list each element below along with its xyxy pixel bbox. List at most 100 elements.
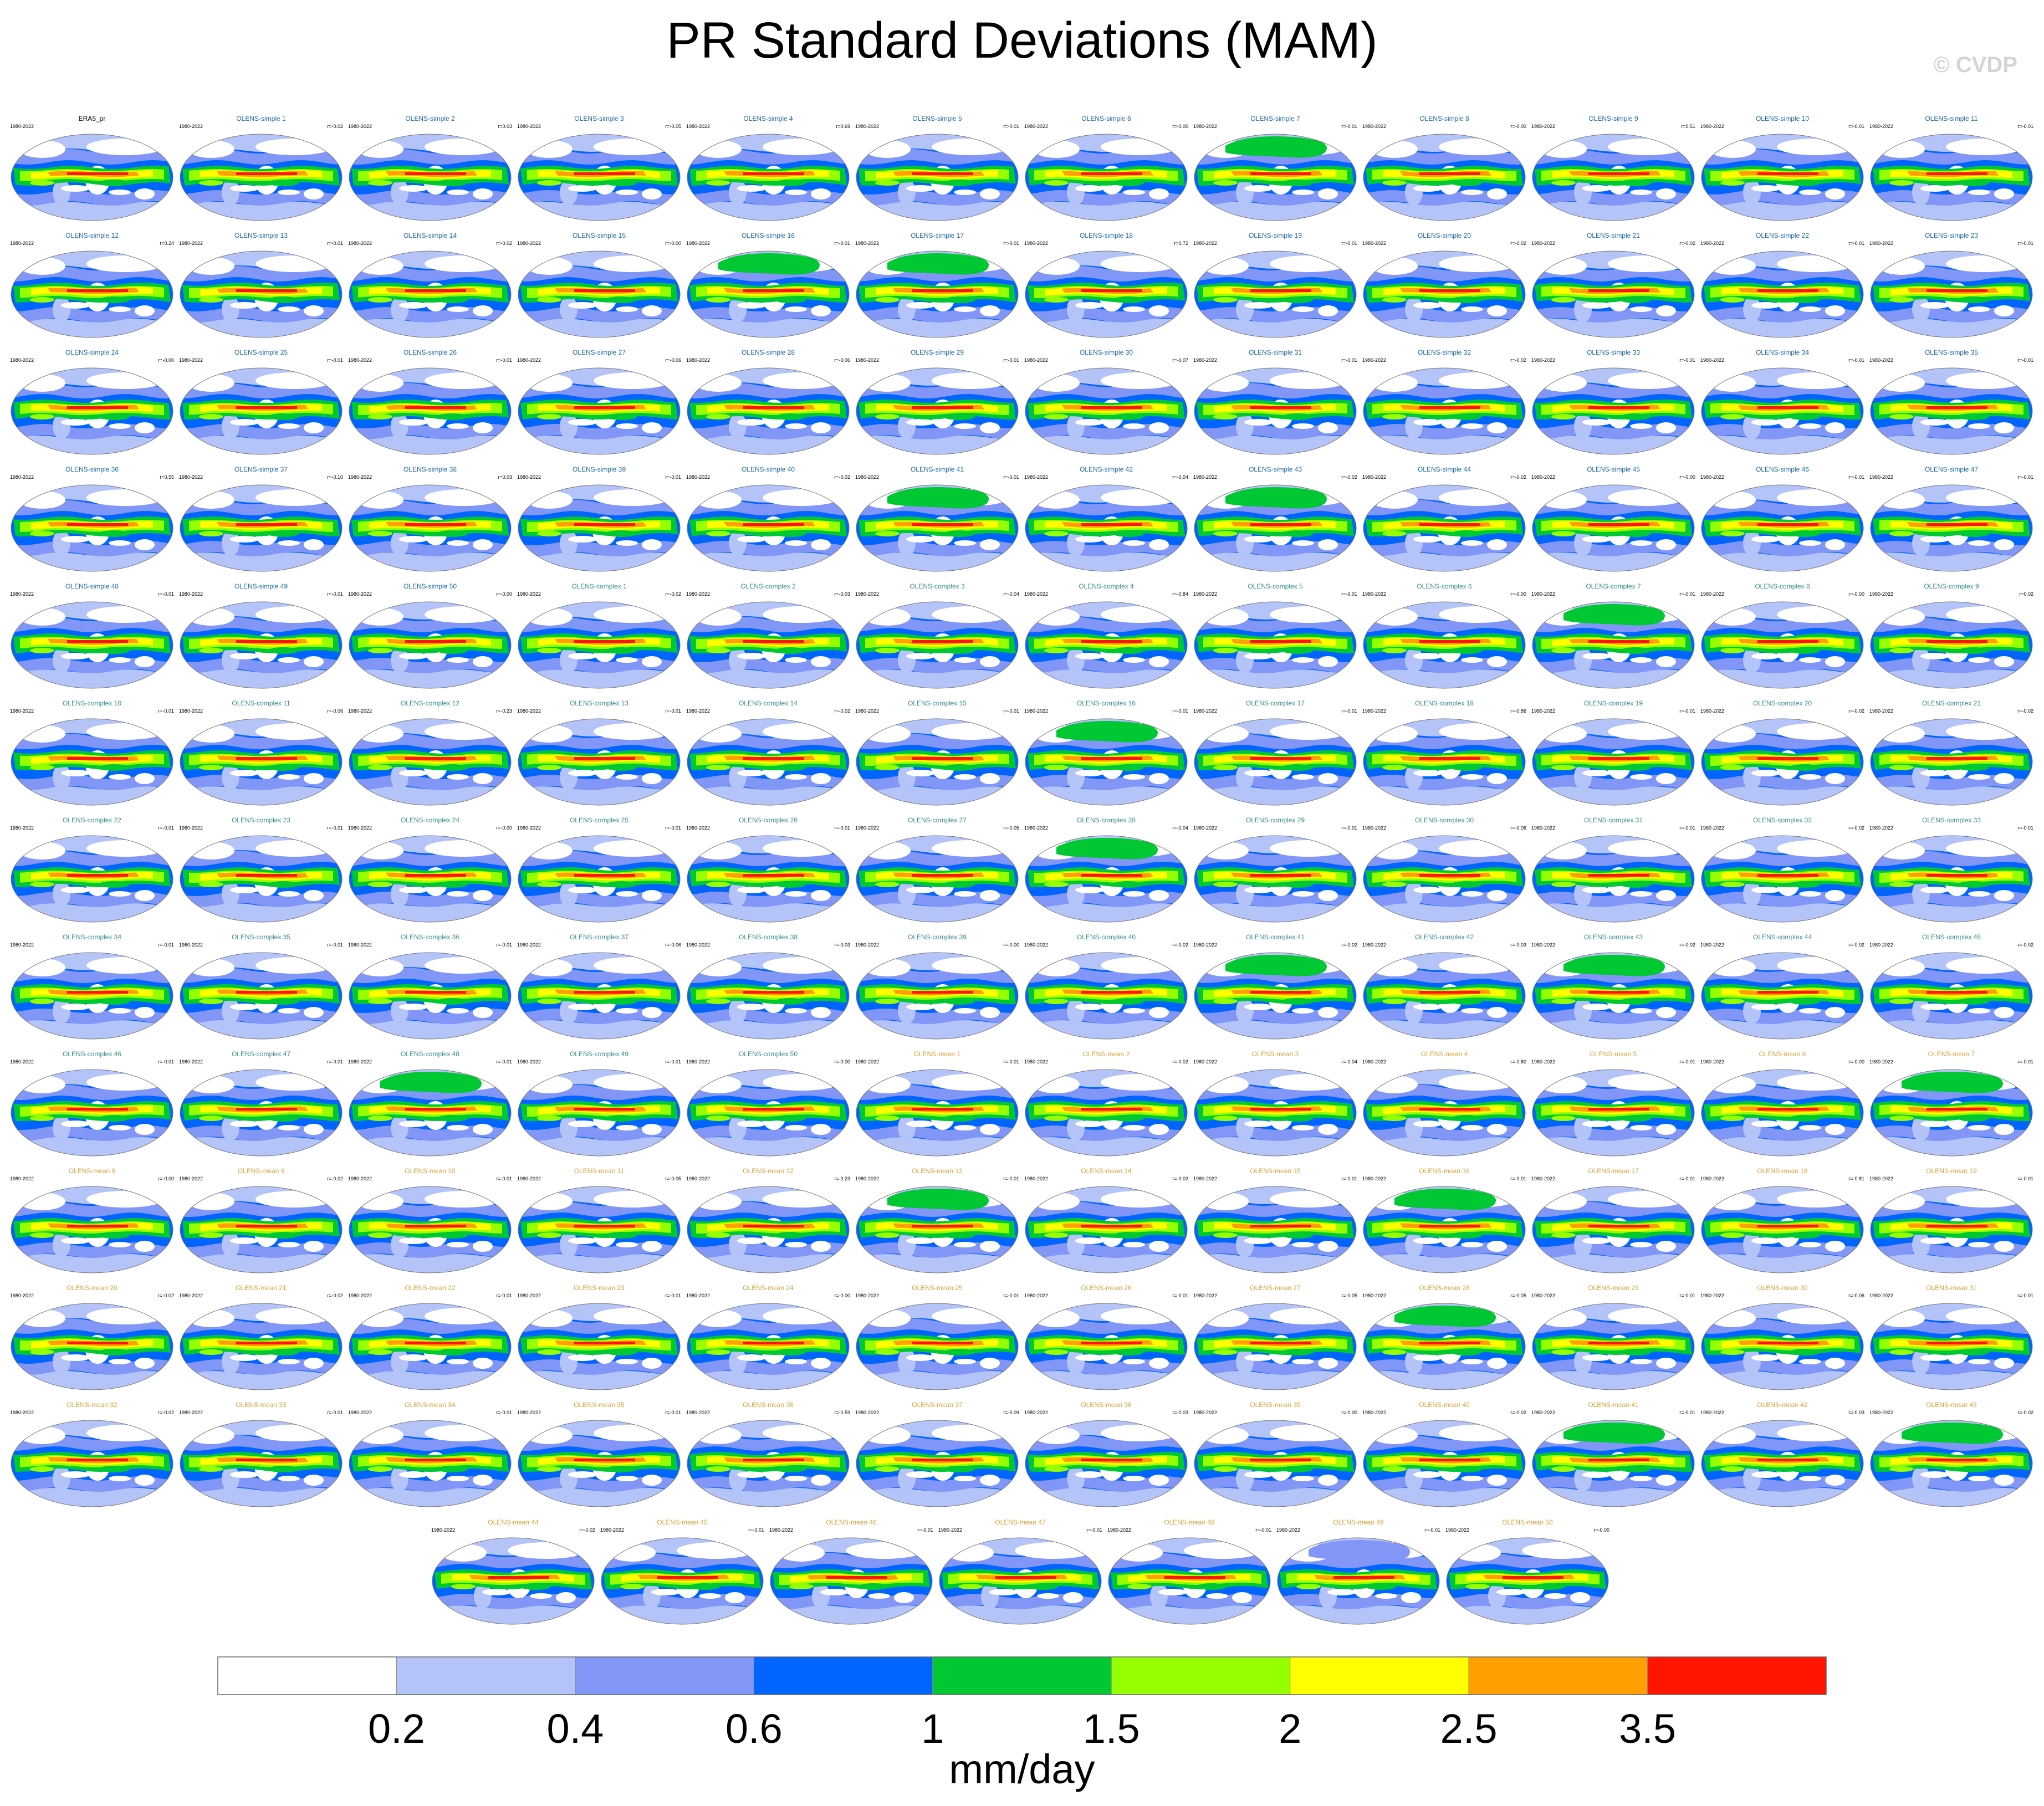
indian-dry-patch [1968, 1476, 1990, 1481]
colorbar-swatch [932, 1656, 1112, 1695]
north-america [1454, 1544, 1501, 1562]
australia [980, 422, 1000, 433]
south-america [1743, 530, 1761, 556]
panel-title: OLENS-mean 28 [1419, 1284, 1470, 1292]
map-image [687, 1303, 850, 1390]
map-panel: OLENS-complex 34 1980-2022 r=-0.01 [9, 932, 175, 1043]
tropical-core-red [1588, 1342, 1649, 1344]
sh-midlat-band [1871, 307, 2032, 323]
eurasia [1946, 489, 2023, 506]
south-pacific-convergence [1789, 1466, 1820, 1472]
eurasia [594, 723, 671, 740]
eurasia [1270, 255, 1347, 272]
tropical-core-red [912, 640, 973, 643]
indian-dry-patch [447, 891, 469, 897]
sh-midlat-band [687, 307, 849, 323]
atlantic-rain-band [875, 999, 900, 1004]
panel-title: OLENS-simple 34 [1755, 349, 1810, 356]
map-panel: OLENS-mean 29 1980-2022 r=-0.01 [1530, 1283, 1696, 1394]
eurasia [763, 840, 840, 857]
australia [1149, 656, 1169, 667]
map-panel: OLENS-mean 5 1980-2022 r=-0.01 [1530, 1049, 1696, 1160]
atlantic-rain-band [30, 297, 54, 303]
australia [811, 539, 831, 550]
indian-dry-patch [1461, 891, 1483, 897]
indian-dry-patch [1799, 190, 1821, 195]
atlantic-rain-band [875, 1349, 900, 1355]
south-america [1067, 764, 1085, 790]
south-pacific-convergence [1620, 1349, 1651, 1355]
se-pacific-dry-patch [1075, 185, 1104, 192]
indian-dry-patch [785, 1008, 807, 1014]
se-pacific-dry-patch [61, 302, 90, 309]
south-pacific-convergence [437, 1466, 468, 1472]
atlantic-rain-band [1720, 297, 1745, 303]
australia [1487, 422, 1507, 433]
eurasia [256, 489, 333, 506]
tropical-core-red [67, 640, 128, 643]
indian-dry-patch [1630, 1242, 1652, 1247]
map-border [687, 835, 850, 923]
se-pacific-dry-patch [1582, 1471, 1611, 1478]
colorbar-swatch [753, 1656, 933, 1695]
australia [642, 1475, 662, 1486]
map-image [1363, 952, 1526, 1040]
se-pacific-dry-patch [737, 653, 766, 659]
map-image [1194, 1303, 1357, 1390]
map-image [11, 718, 173, 806]
map-border [1532, 718, 1695, 806]
se-pacific-dry-patch [568, 419, 597, 426]
map-image [1025, 134, 1188, 221]
tropical-core-red [1081, 757, 1142, 760]
se-pacific-dry-patch [61, 1121, 90, 1127]
sh-midlat-band [11, 541, 173, 556]
panel-period: 1980-2022 [1869, 1410, 1894, 1415]
indian-dry-patch [954, 1125, 976, 1130]
se-pacific-dry-patch [1751, 185, 1780, 192]
south-pacific-convergence [606, 647, 637, 654]
north-america [526, 1426, 573, 1444]
tropical-core-red [1250, 523, 1311, 526]
south-pacific-convergence [1282, 764, 1313, 771]
eurasia [1608, 489, 1685, 506]
south-america [1743, 1114, 1761, 1141]
sh-midlat-band [1194, 307, 1356, 323]
eurasia [86, 723, 164, 740]
australia [1149, 305, 1169, 316]
indian-dry-patch [954, 423, 976, 429]
map-panel: OLENS-simple 7 1980-2022 r=-0.01 [1192, 114, 1358, 224]
map-image [1025, 718, 1188, 806]
indian-dry-patch [1544, 1593, 1566, 1599]
map-panel: OLENS-complex 4 1980-2022 r=-0.84 [1023, 581, 1189, 692]
australia [811, 773, 831, 784]
map-border [518, 134, 681, 221]
eurasia [1184, 1542, 1261, 1559]
panel-pattern-correlation: r=-0.00 [834, 1293, 850, 1298]
panel-pattern-correlation: r=-0.05 [665, 1176, 681, 1181]
antarctic-low-band [1532, 669, 1694, 688]
antarctic-low-band [1108, 1605, 1270, 1624]
map-panel: OLENS-simple 49 1980-2022 r=-0.01 [178, 581, 344, 692]
panel-period: 1980-2022 [686, 357, 711, 363]
atlantic-rain-band [875, 1466, 900, 1472]
antarctic-low-band [687, 1020, 849, 1039]
panel-pattern-correlation: r=-0.01 [496, 942, 512, 948]
panel-title: OLENS-mean 47 [995, 1518, 1046, 1526]
tropical-core-red [1419, 1342, 1480, 1344]
indian-dry-patch [1123, 306, 1145, 312]
panel-title: OLENS-complex 1 [571, 582, 627, 590]
se-pacific-dry-patch [1582, 536, 1611, 543]
panel-period: 1980-2022 [1362, 591, 1387, 597]
map-border [1701, 1186, 1864, 1273]
se-pacific-dry-patch [61, 1004, 90, 1010]
antarctic-low-band [11, 1137, 173, 1156]
sh-midlat-band [1701, 658, 1863, 673]
sh-midlat-band [1363, 1125, 1525, 1141]
south-pacific-convergence [1282, 647, 1313, 654]
indian-dry-patch [954, 1359, 976, 1364]
south-pacific-convergence [1620, 764, 1651, 771]
panel-pattern-correlation: r=-0.02 [158, 1410, 174, 1415]
south-america [1574, 530, 1592, 556]
indian-dry-patch [1630, 540, 1652, 546]
se-pacific-dry-patch [1413, 302, 1442, 309]
